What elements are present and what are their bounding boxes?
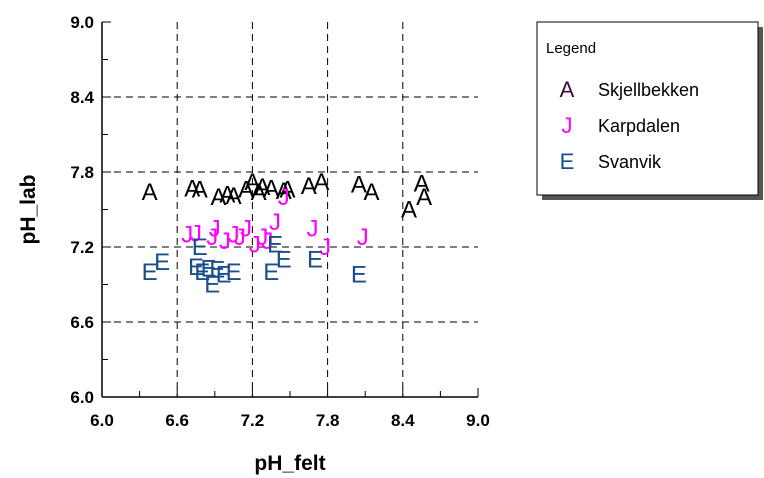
data-point-karpdalen: J — [269, 209, 281, 236]
data-point-svanvik: E — [194, 259, 210, 286]
data-point-karpdalen: J — [307, 215, 319, 242]
legend-marker-karpdalen: J — [562, 113, 573, 138]
data-point-skjellbekken: A — [263, 175, 279, 202]
data-point-svanvik: E — [351, 262, 367, 289]
y-tick-label: 7.8 — [70, 163, 94, 182]
data-point-skjellbekken: A — [363, 179, 379, 206]
data-point-skjellbekken: A — [301, 173, 317, 200]
data-point-skjellbekken: A — [184, 175, 200, 202]
data-point-skjellbekken: A — [416, 184, 432, 211]
data-point-skjellbekken: A — [254, 174, 270, 201]
data-point-svanvik: E — [276, 247, 292, 274]
data-point-skjellbekken: A — [313, 169, 329, 196]
x-tick-label: 9.0 — [466, 411, 490, 430]
data-point-skjellbekken: A — [192, 177, 208, 204]
data-point-svanvik: E — [226, 259, 242, 286]
data-point-karpdalen: J — [206, 224, 218, 251]
data-point-karpdalen: J — [228, 222, 240, 249]
data-point-skjellbekken: A — [244, 169, 260, 196]
data-point-svanvik: E — [263, 259, 279, 286]
y-tick-label: 8.4 — [70, 88, 94, 107]
data-point-karpdalen: J — [319, 234, 331, 261]
data-point-skjellbekken: A — [401, 197, 417, 224]
data-point-karpdalen: J — [234, 224, 246, 251]
legend-label-svanvik: Svanvik — [598, 152, 662, 172]
data-point-svanvik: E — [209, 257, 225, 284]
x-axis-title: pH_felt — [254, 452, 325, 475]
data-point-svanvik: E — [154, 249, 170, 276]
tick-labels: 6.0 6.6 7.2 7.8 8.4 9.0 6.0 6.6 7.2 7.8 8.4 9.0 — [70, 13, 489, 430]
data-point-skjellbekken: A — [219, 182, 235, 209]
data-point-skjellbekken: A — [238, 177, 254, 204]
axes — [101, 21, 479, 398]
data-point-skjellbekken: A — [414, 170, 430, 197]
data-point-karpdalen: J — [256, 224, 268, 251]
data-point-svanvik: E — [267, 232, 283, 259]
data-point-skjellbekken: A — [276, 178, 292, 205]
data-point-svanvik: E — [216, 262, 232, 289]
x-tick-label: 6.6 — [165, 411, 189, 430]
data-point-svanvik: E — [192, 234, 208, 261]
data-point-svanvik: E — [204, 272, 220, 299]
grid — [102, 22, 478, 397]
data-point-svanvik: E — [142, 259, 158, 286]
data-point-skjellbekken: A — [251, 179, 267, 206]
legend-label-skjellbekken: Skjellbekken — [598, 80, 699, 100]
x-tick-label: 8.4 — [391, 411, 415, 430]
data-point-karpdalen: J — [261, 228, 273, 255]
x-tick-label: 6.0 — [90, 411, 114, 430]
data-point-karpdalen: J — [219, 228, 231, 255]
data-point-svanvik: E — [307, 247, 323, 274]
y-tick-label: 9.0 — [70, 13, 94, 32]
data-point-skjellbekken: A — [142, 179, 158, 206]
legend-marker-svanvik: E — [560, 149, 575, 174]
data-point-karpdalen: J — [278, 184, 290, 211]
y-axis-title: pH_lab — [17, 174, 40, 244]
data-point-skjellbekken: A — [226, 183, 242, 210]
x-tick-label: 7.8 — [316, 411, 340, 430]
data-point-karpdalen: J — [209, 215, 221, 242]
data-point-karpdalen: J — [357, 224, 369, 251]
data-point-karpdalen: J — [249, 232, 261, 259]
data-point-skjellbekken: A — [279, 177, 295, 204]
data-point-skjellbekken: A — [211, 184, 227, 211]
legend-label-karpdalen: Karpdalen — [598, 116, 680, 136]
data-point-karpdalen: J — [190, 220, 202, 247]
legend: Legend A Skjellbekken J Karpdalen E Svanvik — [536, 21, 763, 200]
y-tick-label: 7.2 — [70, 238, 94, 257]
x-tick-label: 7.2 — [241, 411, 265, 430]
legend-marker-skjellbekken: A — [560, 77, 575, 102]
data-point-svanvik: E — [188, 254, 204, 281]
legend-box — [536, 21, 759, 196]
y-tick-label: 6.6 — [70, 313, 94, 332]
legend-title: Legend — [546, 40, 596, 57]
data-point-karpdalen: J — [240, 215, 252, 242]
data-point-karpdalen: J — [181, 222, 193, 249]
legend-items: A Skjellbekken J Karpdalen E Svanvik — [560, 77, 699, 174]
y-tick-label: 6.0 — [70, 388, 94, 407]
data-point-skjellbekken: A — [351, 172, 367, 199]
data-point-svanvik: E — [201, 255, 217, 282]
